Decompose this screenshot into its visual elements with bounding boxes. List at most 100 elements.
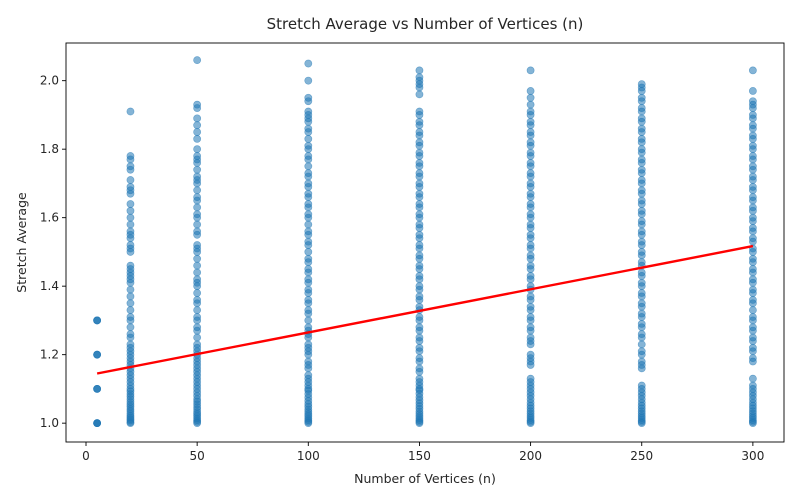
data-point <box>304 265 313 273</box>
data-point <box>526 251 535 260</box>
x-tick-label: 150 <box>408 449 431 463</box>
data-point <box>304 295 313 304</box>
data-point <box>637 347 646 356</box>
x-tick-label: 0 <box>82 449 90 463</box>
data-point <box>415 148 424 157</box>
data-point <box>748 203 757 212</box>
data-point <box>415 158 424 167</box>
data-point <box>126 285 135 294</box>
data-point <box>193 340 202 349</box>
data-point <box>526 271 535 280</box>
data-point <box>637 248 646 256</box>
data-point <box>415 374 424 383</box>
data-point <box>526 241 535 249</box>
data-point <box>526 179 535 188</box>
data-point <box>126 330 135 339</box>
data-point <box>193 172 202 181</box>
data-point <box>304 200 313 208</box>
trend-layer <box>96 244 754 375</box>
y-tick-label: 2.0 <box>40 74 59 88</box>
data-point <box>304 237 313 246</box>
x-tick-label: 50 <box>190 449 205 463</box>
data-point <box>637 176 646 184</box>
data-point <box>304 248 313 256</box>
data-point <box>748 97 757 106</box>
data-point <box>415 241 424 249</box>
data-point <box>748 265 757 273</box>
data-point <box>304 141 313 150</box>
data-point <box>415 251 424 260</box>
data-point <box>415 90 424 99</box>
x-tick-label: 200 <box>519 449 542 463</box>
data-point <box>193 203 202 212</box>
data-point <box>748 121 757 130</box>
data-point <box>415 189 424 198</box>
data-point <box>193 220 202 229</box>
data-point <box>193 152 202 160</box>
data-point <box>415 138 424 147</box>
data-point <box>304 371 313 380</box>
data-point <box>193 241 202 249</box>
data-point <box>748 275 757 284</box>
data-point <box>415 343 424 352</box>
data-point <box>415 261 424 270</box>
data-point <box>415 292 424 301</box>
data-point <box>748 87 757 95</box>
data-point <box>193 313 202 321</box>
data-point <box>526 128 535 136</box>
data-point <box>304 124 313 133</box>
data-point <box>637 155 646 164</box>
x-tick-label: 100 <box>297 449 320 463</box>
x-axis-label: Number of Vertices (n) <box>354 471 496 486</box>
data-point <box>415 200 424 208</box>
data-point <box>415 179 424 188</box>
y-tick-label: 1.2 <box>40 348 59 362</box>
data-point <box>748 295 757 304</box>
data-point <box>526 292 535 301</box>
data-point <box>748 343 757 352</box>
y-tick-label: 1.8 <box>40 142 59 156</box>
data-point <box>193 145 202 154</box>
data-point <box>415 323 424 332</box>
data-point <box>415 333 424 342</box>
data-point <box>526 333 535 342</box>
y-tick-label: 1.4 <box>40 279 59 293</box>
data-point <box>748 333 757 342</box>
data-point <box>526 261 535 270</box>
data-point <box>126 261 135 270</box>
data-point <box>304 210 313 219</box>
data-point <box>748 182 757 191</box>
data-point <box>193 121 202 130</box>
data-point <box>126 213 135 222</box>
data-point <box>526 117 535 126</box>
chart-title: Stretch Average vs Number of Vertices (n… <box>267 15 584 33</box>
data-point <box>415 354 424 362</box>
data-point <box>637 268 646 277</box>
data-point <box>193 56 202 65</box>
x-tick-label: 300 <box>741 449 764 463</box>
data-point <box>126 323 135 332</box>
data-point <box>304 179 313 188</box>
data-point <box>304 227 313 236</box>
data-point <box>415 117 424 126</box>
data-point <box>304 76 313 85</box>
data-point <box>93 350 102 359</box>
data-point <box>526 169 535 178</box>
data-point <box>304 189 313 198</box>
data-point <box>526 100 535 109</box>
data-point <box>193 333 202 342</box>
points-layer <box>93 56 757 428</box>
x-tick-label: 250 <box>630 449 653 463</box>
data-point <box>304 134 313 143</box>
data-point <box>304 323 313 332</box>
data-point <box>748 131 757 140</box>
data-point <box>193 306 202 315</box>
data-point <box>304 162 313 171</box>
data-point <box>637 357 646 366</box>
data-point <box>637 258 646 267</box>
data-point <box>748 224 757 232</box>
data-point <box>126 292 135 301</box>
data-point <box>193 134 202 143</box>
data-point <box>193 261 202 270</box>
data-point <box>304 275 313 284</box>
